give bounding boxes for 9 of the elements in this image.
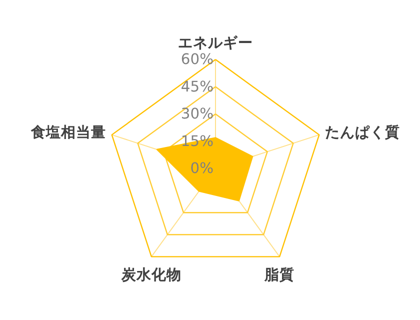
y-tick-label: 0% <box>190 160 214 177</box>
y-tick-label: 30% <box>180 106 214 122</box>
y-tick-label: 45% <box>180 78 214 96</box>
spoke-label: たんぱく質 <box>324 122 400 141</box>
spoke-label: 脂質 <box>264 266 295 284</box>
spoke-label: 食塩相当量 <box>30 124 106 141</box>
spoke-label: 炭水化物 <box>120 266 182 284</box>
y-tick-label: 60% <box>180 51 214 68</box>
spoke-label: エネルギー <box>178 34 253 52</box>
